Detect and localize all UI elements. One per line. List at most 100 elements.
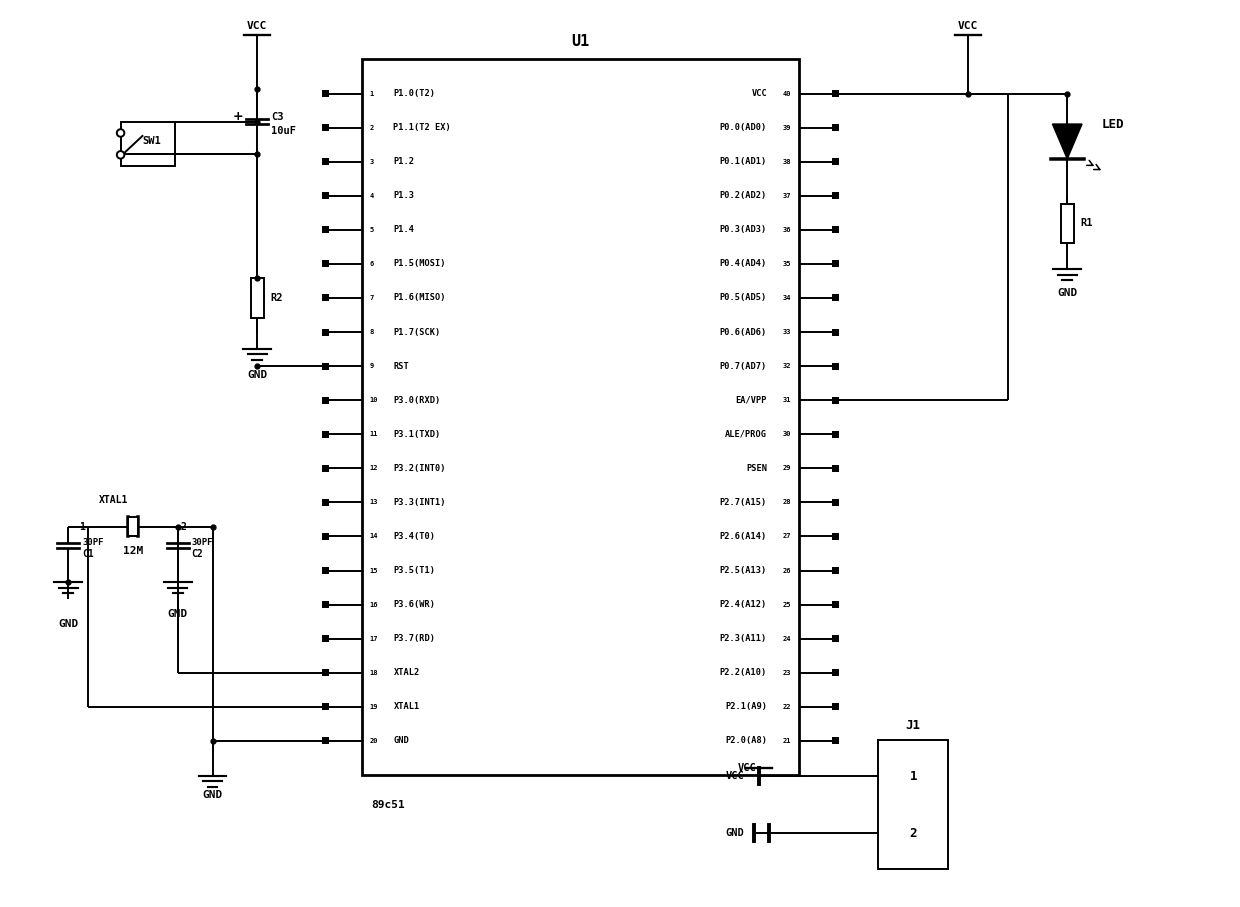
Text: 32: 32	[782, 363, 791, 369]
Text: C1: C1	[82, 550, 94, 560]
Text: J1: J1	[905, 719, 920, 732]
Text: SW1: SW1	[143, 136, 161, 146]
Text: 30: 30	[782, 431, 791, 437]
Text: 24: 24	[782, 636, 791, 642]
Text: 16: 16	[370, 601, 378, 608]
Bar	[832, 601, 838, 608]
Text: 31: 31	[782, 397, 791, 404]
Bar	[322, 465, 329, 472]
Text: 10uF: 10uF	[272, 126, 296, 136]
Text: P3.3(INT1): P3.3(INT1)	[393, 498, 446, 507]
Bar	[832, 396, 838, 404]
Bar	[322, 601, 329, 608]
Text: 3: 3	[370, 159, 373, 165]
Text: P3.4(T0): P3.4(T0)	[393, 532, 435, 541]
Text: P3.2(INT0): P3.2(INT0)	[393, 463, 446, 473]
Text: 33: 33	[782, 329, 791, 335]
Text: 28: 28	[782, 500, 791, 505]
Text: VCC: VCC	[725, 772, 744, 782]
Bar	[322, 192, 329, 200]
Bar	[832, 90, 838, 97]
Bar	[322, 90, 329, 97]
Text: C2: C2	[192, 550, 203, 560]
Text: P2.6(A14): P2.6(A14)	[720, 532, 768, 541]
Text: 14: 14	[370, 533, 378, 540]
Bar	[322, 158, 329, 165]
Text: P3.5(T1): P3.5(T1)	[393, 566, 435, 575]
Text: R1: R1	[1080, 219, 1092, 229]
Text: P0.1(AD1): P0.1(AD1)	[720, 157, 768, 166]
Text: VCC: VCC	[738, 764, 756, 774]
Bar	[322, 227, 329, 233]
Text: 1: 1	[370, 91, 373, 96]
Text: P0.0(AD0): P0.0(AD0)	[720, 123, 768, 132]
Bar	[322, 328, 329, 336]
Bar	[322, 396, 329, 404]
Bar	[250, 278, 264, 317]
Text: 17: 17	[370, 636, 378, 642]
Text: 1: 1	[909, 770, 916, 783]
Bar	[1060, 203, 1074, 243]
Text: 12M: 12M	[123, 546, 143, 556]
Polygon shape	[1053, 124, 1083, 159]
Text: EA/VPP: EA/VPP	[735, 395, 768, 405]
Text: P2.2(A10): P2.2(A10)	[720, 668, 768, 678]
Text: P0.7(AD7): P0.7(AD7)	[720, 362, 768, 371]
Bar	[832, 499, 838, 506]
Bar	[832, 192, 838, 200]
Text: P3.6(WR): P3.6(WR)	[393, 600, 435, 610]
Bar	[832, 533, 838, 540]
Bar	[832, 431, 838, 438]
Text: P1.3: P1.3	[393, 191, 414, 200]
Text: P2.4(A12): P2.4(A12)	[720, 600, 768, 610]
Bar	[832, 295, 838, 301]
Text: RST: RST	[393, 362, 409, 371]
Text: 2: 2	[909, 827, 916, 840]
Text: 30PF: 30PF	[82, 538, 104, 547]
Bar	[832, 328, 838, 336]
Text: GND: GND	[725, 828, 744, 838]
Text: P1.7(SCK): P1.7(SCK)	[393, 327, 440, 336]
Bar	[322, 363, 329, 369]
Text: P1.2: P1.2	[393, 157, 414, 166]
Bar	[832, 227, 838, 233]
Text: XTAL1: XTAL1	[393, 702, 419, 711]
Bar	[832, 704, 838, 710]
Text: XTAL1: XTAL1	[98, 494, 128, 504]
Text: P0.2(AD2): P0.2(AD2)	[720, 191, 768, 200]
Text: +: +	[233, 110, 243, 123]
Text: 11: 11	[370, 431, 378, 437]
Bar	[878, 740, 947, 870]
Text: P1.6(MISO): P1.6(MISO)	[393, 294, 446, 302]
Text: 13: 13	[370, 500, 378, 505]
Text: P2.5(A13): P2.5(A13)	[720, 566, 768, 575]
Text: P1.5(MOSI): P1.5(MOSI)	[393, 259, 446, 268]
Text: U1: U1	[572, 34, 589, 50]
Text: GND: GND	[247, 369, 268, 379]
Bar	[322, 635, 329, 642]
Text: 1: 1	[79, 522, 86, 532]
Bar	[362, 60, 799, 775]
Bar	[322, 431, 329, 438]
Text: R2: R2	[270, 293, 283, 303]
Text: XTAL2: XTAL2	[393, 668, 419, 678]
Circle shape	[117, 151, 124, 159]
Text: 6: 6	[370, 261, 373, 267]
Bar	[322, 669, 329, 677]
Text: 20: 20	[370, 738, 378, 744]
Bar	[322, 704, 329, 710]
Text: P1.4: P1.4	[393, 225, 414, 234]
Bar	[322, 260, 329, 268]
Bar	[832, 260, 838, 268]
Text: P0.6(AD6): P0.6(AD6)	[720, 327, 768, 336]
Text: P1.0(T2): P1.0(T2)	[393, 89, 435, 98]
Text: 19: 19	[370, 704, 378, 710]
Text: 35: 35	[782, 261, 791, 267]
Text: 26: 26	[782, 568, 791, 573]
Text: P2.0(A8): P2.0(A8)	[725, 736, 768, 746]
Text: C3: C3	[272, 112, 284, 122]
Text: PSEN: PSEN	[746, 463, 768, 473]
Bar	[322, 737, 329, 745]
Text: VCC: VCC	[957, 21, 978, 31]
Text: P0.4(AD4): P0.4(AD4)	[720, 259, 768, 268]
